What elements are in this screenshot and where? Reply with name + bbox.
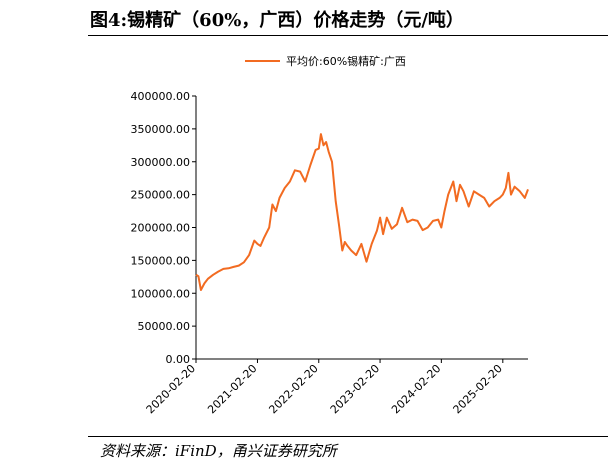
y-tick-label: 50000.00 [138, 320, 191, 333]
x-tick-label: 2021-02-20 [205, 362, 259, 416]
y-tick-label: 200000.00 [131, 222, 191, 235]
y-tick-label: 350000.00 [131, 123, 191, 136]
top-rule [88, 35, 608, 36]
series-line-tin-concentrate [195, 133, 529, 291]
y-tick-label: 0.00 [166, 353, 191, 366]
y-tick-label: 300000.00 [131, 156, 191, 169]
legend-label: 平均价:60%锡精矿:广西 [286, 54, 406, 68]
x-tick-label: 2022-02-20 [266, 362, 320, 416]
bottom-rule [88, 436, 608, 437]
y-tick-label: 400000.00 [131, 90, 191, 103]
y-axis: 0.00 50000.00 100000.00 150000.00 200000.00 2… [131, 90, 197, 366]
x-tick-label: 2024-02-20 [389, 362, 443, 416]
x-tick-label: 2025-02-20 [451, 362, 505, 416]
x-axis: 2020-02-20 2021-02-20 2022-02-20 2023-02-20… [144, 358, 528, 416]
y-tick-label: 100000.00 [131, 287, 191, 300]
legend: 平均价:60%锡精矿:广西 [245, 54, 406, 68]
x-tick-label: 2020-02-20 [144, 362, 198, 416]
y-tick-label: 250000.00 [131, 189, 191, 202]
source-note: 资料来源：iFinD，甬兴证券研究所 [100, 442, 337, 460]
y-tick-label: 150000.00 [131, 254, 191, 267]
series-group [195, 133, 529, 291]
page-title: 图4:锡精矿（60%，广西）价格走势（元/吨） [90, 10, 464, 31]
x-tick-label: 2023-02-20 [328, 362, 382, 416]
